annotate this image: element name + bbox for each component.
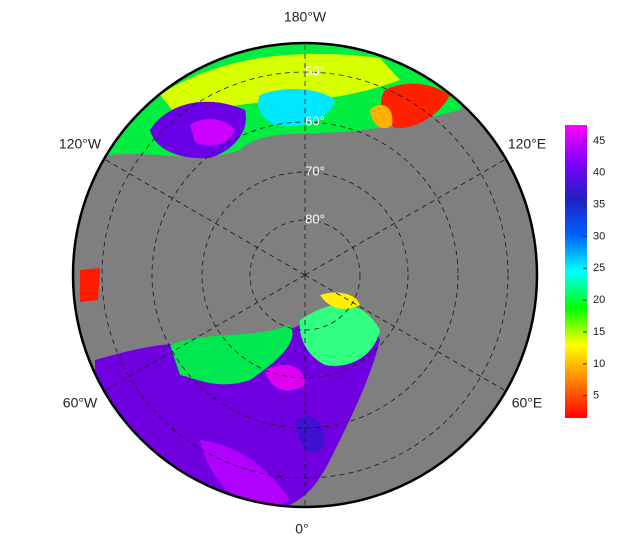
data-field (200, 440, 290, 507)
colorbar-tick-label: 35 (593, 199, 605, 211)
colorbar-tick-label: 30 (593, 230, 605, 242)
colorbar-tick-label: 5 (593, 390, 599, 402)
colorbar-tick-label: 25 (593, 262, 605, 274)
meridian (103, 158, 306, 276)
latitude-circle (249, 219, 361, 331)
lat-label: 80° (305, 211, 325, 226)
map-border (71, 41, 539, 509)
colorbar-scale (565, 125, 587, 418)
colorbar-tick-label: 15 (593, 326, 605, 338)
data-field (80, 268, 100, 302)
lon-label: 60°E (512, 395, 543, 411)
latitude-circle (201, 171, 409, 379)
data-field (370, 105, 393, 129)
lat-label: 70° (305, 163, 325, 178)
colorbar-tick-label: 45 (593, 135, 605, 147)
graticule (101, 43, 509, 507)
meridian (103, 274, 306, 392)
lon-label: 180°W (284, 9, 327, 25)
data-field (320, 292, 360, 309)
data-field (258, 88, 335, 127)
meridian (304, 274, 507, 392)
colorbar-tick-label: 40 (593, 167, 605, 179)
colorbar: 5 10 15 20 25 30 35 40 45 (565, 125, 605, 418)
data-field (265, 365, 305, 391)
lon-label: 60°W (63, 395, 98, 411)
data-field (190, 118, 235, 146)
data-field (170, 325, 293, 385)
colorbar-tick-label: 20 (593, 294, 605, 306)
colorbar-tick-label: 10 (593, 358, 605, 370)
lat-label: 60° (305, 113, 325, 128)
meridian (304, 158, 507, 276)
lon-label: 120°E (508, 136, 546, 152)
data-field (299, 304, 380, 366)
data-field (295, 416, 325, 453)
lat-label: 50° (305, 63, 325, 78)
lon-label: 0° (295, 521, 308, 537)
lon-label: 120°W (59, 136, 102, 152)
